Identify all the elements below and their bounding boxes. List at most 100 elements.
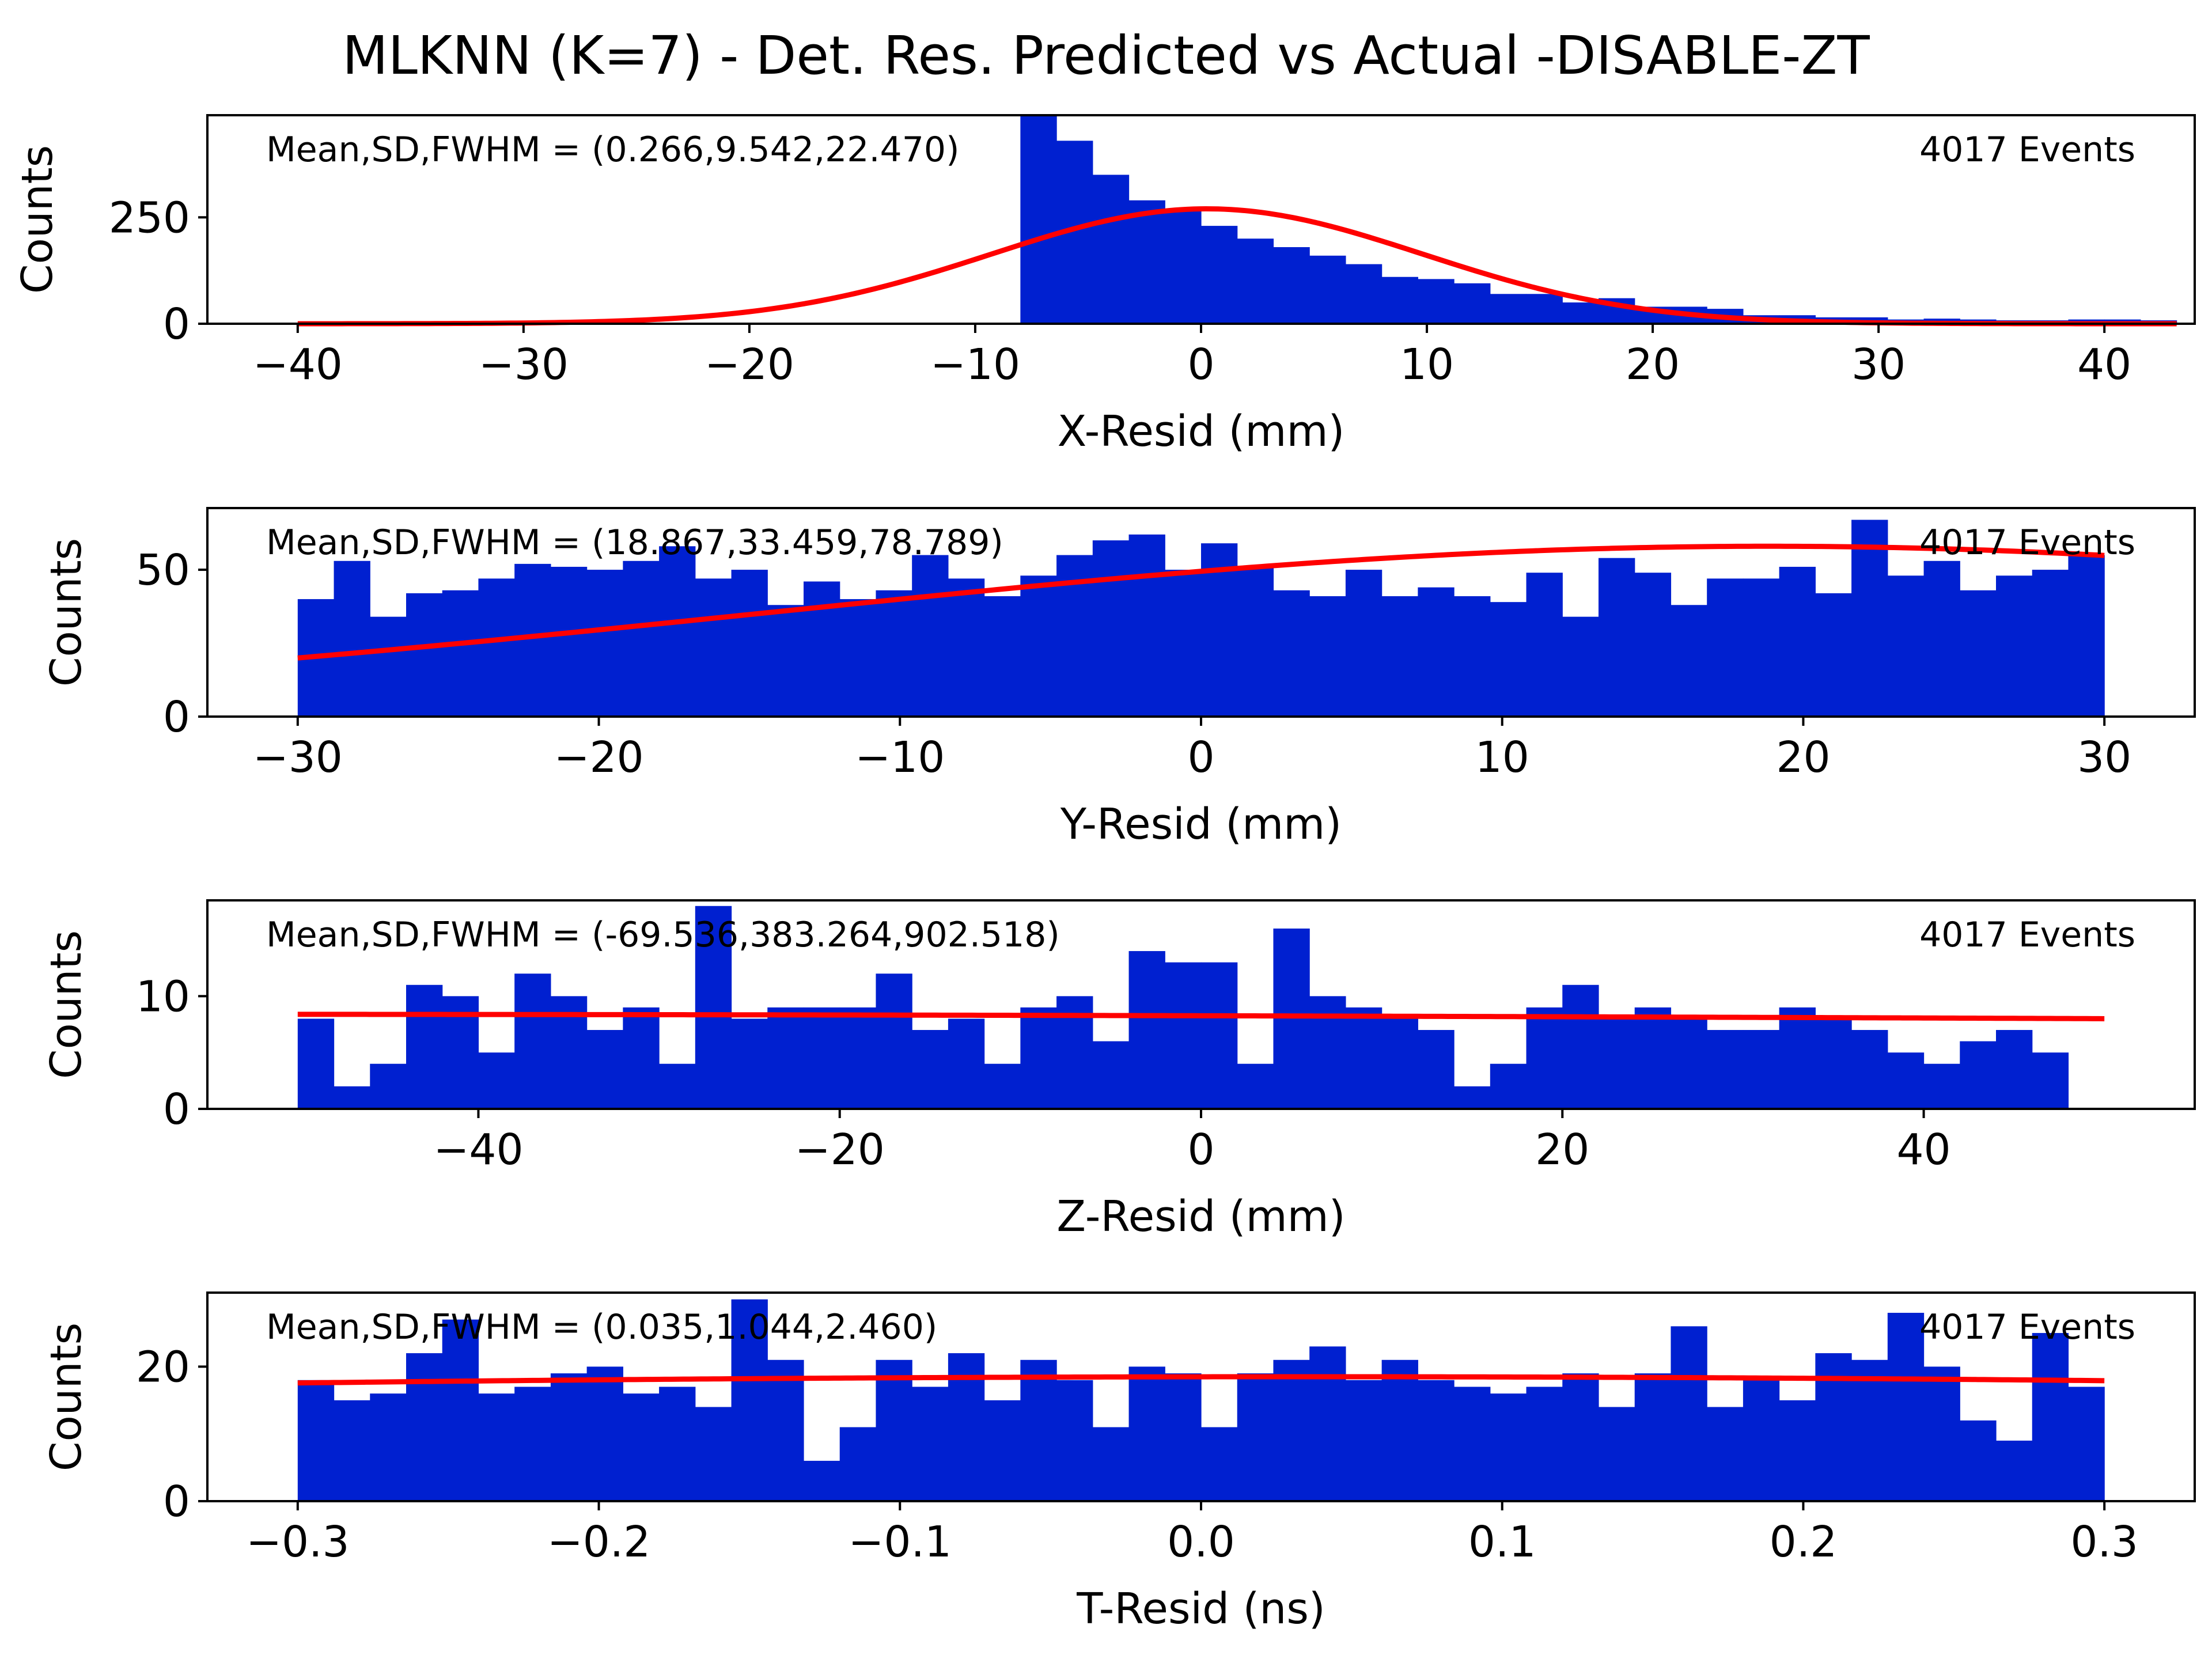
histogram-bar [1345, 1380, 1382, 1501]
histogram-bar [1960, 1041, 1997, 1109]
histogram-bar [1418, 1030, 1455, 1109]
x-tick-label: −0.3 [246, 1517, 350, 1567]
histogram-bar [2068, 555, 2105, 717]
subplots: −40 −30 −20 −10 0 10 20 30 40 0 250 X-Resid (mm) Cou… [13, 114, 2196, 1634]
x-tick-label: −30 [479, 340, 569, 389]
histogram-bar [1309, 255, 1346, 324]
histogram-bar [1707, 1030, 1744, 1109]
y-tick-label: 0 [163, 300, 190, 349]
histogram-bar [1490, 294, 1527, 324]
x-tick-label: 0.3 [2070, 1517, 2138, 1567]
histogram-bar [370, 1063, 407, 1109]
y-tick-label: 0 [163, 1477, 190, 1527]
histogram-bar [804, 1007, 840, 1109]
y-axis-label: Counts [13, 145, 62, 294]
histogram-bar [1020, 575, 1057, 717]
histogram-bar [659, 1387, 696, 1501]
histogram-bar [1779, 566, 1816, 717]
x-tick-label: 0.1 [1468, 1517, 1536, 1567]
histogram-bar [442, 590, 479, 717]
histogram-bar [514, 974, 551, 1109]
gaussian-fit-curve [297, 1374, 2105, 1386]
gaussian-fit-curve [297, 543, 2105, 661]
subplot-1: −40 −30 −20 −10 0 10 20 30 40 0 250 X-Resid (mm) Cou… [13, 114, 2196, 456]
histogram-bar [1815, 1353, 1852, 1501]
histogram-bar [876, 974, 912, 1109]
x-tick-label: 0.0 [1167, 1517, 1235, 1567]
histogram-bar [1634, 1373, 1672, 1501]
histogram-bar [731, 570, 768, 717]
x-tick-label: 0 [1187, 340, 1214, 389]
histogram-bar [1020, 1007, 1057, 1109]
histogram-bar [1634, 573, 1672, 717]
histogram-bar [839, 599, 877, 717]
x-tick-label: 40 [1896, 1125, 1950, 1175]
histogram-bar [1165, 1373, 1202, 1501]
x-tick-label: 20 [1776, 733, 1830, 782]
histogram-bar [1237, 1373, 1274, 1501]
histogram-bar [731, 1299, 768, 1501]
histogram-bar [1454, 1387, 1491, 1501]
histogram-bar [334, 1400, 370, 1501]
histogram-bar [1237, 566, 1274, 717]
histogram-bar [1237, 1063, 1274, 1109]
events-annotation: 4017 Events [1919, 522, 2135, 563]
histogram-bar [478, 578, 515, 717]
histogram-bar [1779, 1400, 1816, 1501]
x-axis-label: T-Resid (ns) [1076, 1584, 1325, 1634]
gaussian-fit-curve [297, 1012, 2105, 1021]
x-tick-label: −40 [433, 1125, 523, 1175]
y-tick-label: 250 [109, 193, 190, 243]
histogram-bar [1418, 279, 1455, 324]
histogram-bars [297, 1299, 2105, 1501]
histogram-bar [1345, 570, 1382, 717]
histogram-bar [1562, 984, 1599, 1109]
subplot-4: −0.3 −0.2 −0.1 0.0 0.1 0.2 0.3 0 20 T-Resid (ns) C… [41, 1291, 2196, 1634]
x-tick-label: 20 [1626, 340, 1680, 389]
histogram-bar [442, 1319, 479, 1501]
histogram-bar [1309, 596, 1346, 717]
histogram-bar [839, 1427, 877, 1501]
histogram-bar [1851, 1030, 1888, 1109]
x-tick-label: 30 [1851, 340, 1906, 389]
histogram-bar [586, 1366, 623, 1501]
histogram-bar [586, 1030, 623, 1109]
histogram-bar [2032, 1052, 2069, 1109]
histogram-bar [767, 1359, 804, 1501]
histogram-bar [406, 1353, 443, 1501]
histogram-bar [1128, 951, 1165, 1109]
histogram-bar [1526, 573, 1563, 717]
histogram-bar [1056, 1380, 1093, 1501]
histogram-bar [1562, 616, 1599, 717]
histogram-bar [1599, 1407, 1635, 1501]
histogram-bar [1165, 570, 1202, 717]
histogram-bar [1020, 1359, 1057, 1501]
histogram-bar [1237, 238, 1274, 324]
histogram-bar [1634, 1007, 1672, 1109]
histogram-bar [1743, 1030, 1780, 1109]
stats-annotation: Mean,SD,FWHM = (0.035,1.044,2.460) [266, 1307, 937, 1347]
histogram-bar [334, 560, 370, 717]
x-tick-label: −40 [253, 340, 343, 389]
x-tick-label: 20 [1535, 1125, 1589, 1175]
histogram-bar [695, 906, 732, 1109]
histogram-bar [406, 984, 443, 1109]
histogram-bar [550, 1373, 588, 1501]
x-tick-label: 0.2 [1770, 1517, 1838, 1567]
subplot-3: −40 −20 0 20 40 0 10 Z-Resid (mm) Counts Mean,SD,… [41, 899, 2196, 1241]
histogram-bar [1201, 226, 1238, 324]
histogram-bar [948, 1018, 985, 1109]
x-tick-label: 40 [2077, 340, 2131, 389]
histogram-bar [948, 578, 985, 717]
histogram-bar [912, 1030, 949, 1109]
histogram-bar [695, 578, 732, 717]
histogram-bar [1381, 1018, 1418, 1109]
histogram-bar [1562, 1373, 1599, 1501]
histogram-bar [1381, 1359, 1418, 1501]
histogram-bar [623, 1007, 660, 1109]
histogram-bar [1887, 1313, 1925, 1501]
histogram-bars [297, 520, 2105, 717]
histogram-bar [478, 1052, 515, 1109]
histogram-bar [370, 616, 407, 717]
y-tick-label: 10 [136, 972, 190, 1021]
